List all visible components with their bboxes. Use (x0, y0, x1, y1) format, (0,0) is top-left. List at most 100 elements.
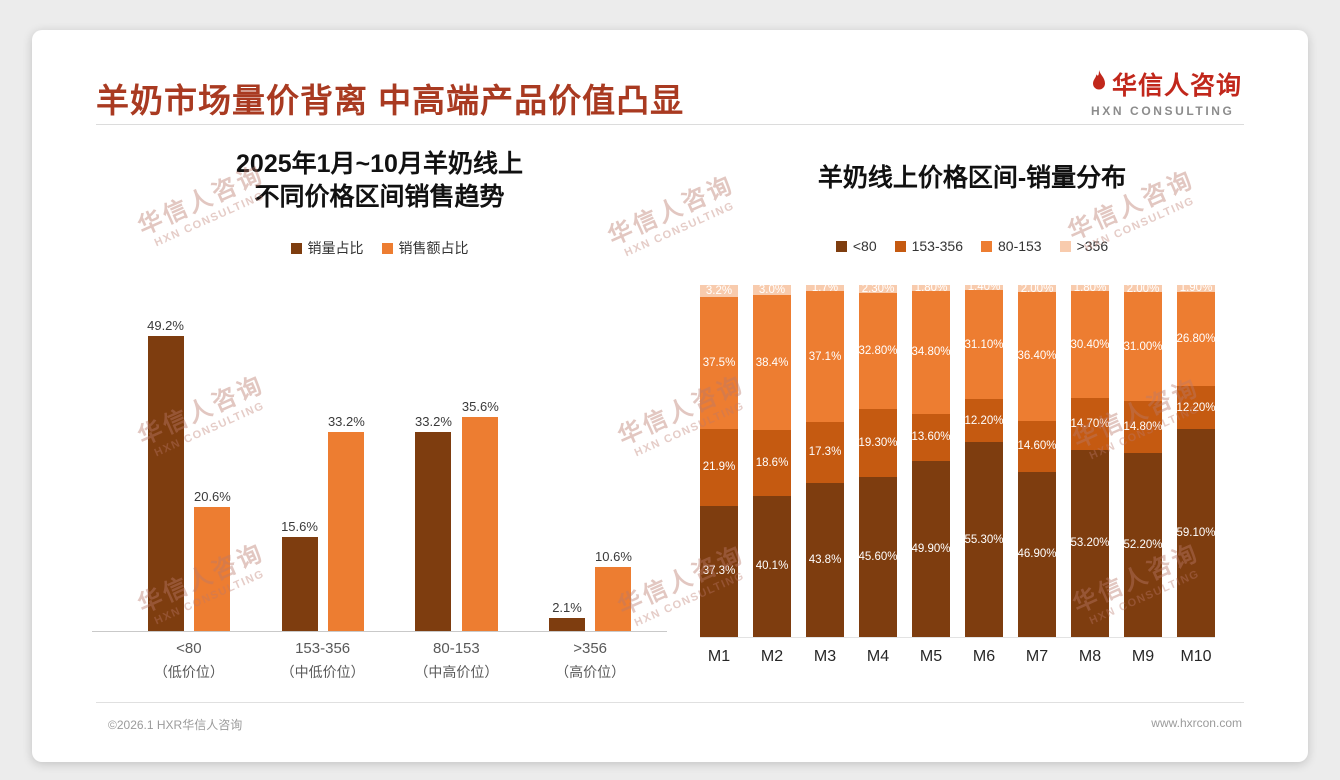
stacked-bar: 37.3% 21.9% 37.5% 3.2% (700, 285, 738, 637)
segment-value-label: 31.10% (964, 338, 1004, 351)
bar (281, 537, 318, 631)
segment-value-label: 3.2% (705, 285, 733, 298)
bar-value-label: 49.2% (147, 317, 184, 333)
bar-segment: 37.5% (700, 296, 738, 429)
logo-flame-icon (1091, 70, 1107, 98)
segment-value-label: 52.20% (1123, 539, 1163, 552)
left-chart-x-axis: <80 （低价位） 153-356 （中低价位） 80-153 （中高价位） >356 （高价… (92, 640, 667, 682)
x-axis-label: M1 (707, 648, 731, 665)
x-axis-label: M10 (1180, 648, 1212, 665)
legend-swatch (1059, 240, 1071, 252)
x-axis-label-range: 80-153 (433, 640, 480, 657)
legend-swatch (381, 242, 393, 254)
x-axis-label-tier: （高价位） (555, 664, 626, 680)
stacked-bar: 46.90% 14.60% 36.40% 2.00% (1017, 282, 1057, 637)
bar-segment: 3.0% (753, 284, 791, 296)
bar-segment: 14.60% (1017, 420, 1057, 472)
bar (462, 417, 499, 631)
legend-item: >356 (1059, 238, 1109, 254)
bar-segment: 32.80% (858, 293, 898, 409)
segment-value-label: 49.90% (911, 543, 951, 556)
bar-segment: 2.00% (1124, 282, 1162, 295)
bar-segment: 1.80% (1071, 281, 1109, 294)
legend-swatch (835, 240, 847, 252)
x-axis-label-range: >356 (573, 640, 608, 657)
legend-label: <80 (852, 238, 877, 254)
segment-value-label: 1.80% (914, 281, 948, 294)
x-axis-label-tier: （中低价位） (280, 664, 365, 680)
segment-value-label: 12.20% (964, 414, 1004, 427)
stacked-bar: 43.8% 17.3% 37.1% 1.7% (806, 282, 844, 637)
segment-value-label: 37.3% (702, 565, 736, 578)
x-axis-label: M7 (1025, 648, 1049, 665)
bar-with-label: 33.2% (415, 414, 452, 631)
segment-value-label: 1.7% (811, 282, 839, 295)
bar-segment: 1.80% (912, 281, 950, 294)
x-axis-label: 80-153 （中高价位） (404, 640, 508, 682)
bar (194, 507, 231, 631)
bar-segment: 13.60% (911, 413, 951, 462)
bar (549, 618, 586, 631)
segment-value-label: 2.30% (861, 283, 895, 296)
legend-label: 销量占比 (307, 240, 364, 256)
title-divider (96, 124, 1244, 125)
bar (415, 431, 452, 631)
x-axis-label: 153-356 （中低价位） (271, 640, 375, 682)
legend-label: 153-356 (911, 238, 963, 254)
x-axis-label: M9 (1131, 648, 1155, 665)
segment-value-label: 1.80% (1073, 281, 1107, 294)
bar-segment: 37.1% (806, 291, 844, 422)
segment-value-label: 37.1% (808, 350, 842, 363)
right-chart-legend: <80 153-356 80-153 >356 (687, 238, 1257, 254)
x-axis-label: <80 （低价位） (137, 640, 241, 682)
bar-group: 49.2% 20.6% (147, 318, 231, 631)
left-chart-title-line2: 不同价格区间销售趋势 (254, 183, 505, 211)
bar (147, 335, 184, 631)
right-chart-title: 羊奶线上价格区间-销量分布 (817, 164, 1127, 192)
x-axis-label: M4 (866, 648, 890, 665)
bar-segment: 49.90% (911, 461, 951, 637)
stacked-bar: 59.10% 12.20% 26.80% 1.90% (1176, 282, 1216, 637)
segment-value-label: 38.4% (755, 356, 789, 369)
bar-segment: 55.30% (964, 442, 1004, 637)
logo-en-text: HXN CONSULTING (1090, 104, 1235, 118)
x-axis-label: M8 (1078, 648, 1102, 665)
stacked-bar: 53.20% 14.70% 30.40% 1.80% (1070, 281, 1110, 637)
bar-segment: 46.90% (1017, 471, 1057, 637)
bar-value-label: 15.6% (281, 519, 318, 535)
segment-value-label: 30.40% (1070, 338, 1110, 351)
legend-item: 80-153 (981, 238, 1042, 254)
stacked-bar: 52.20% 14.80% 31.00% 2.00% (1123, 282, 1163, 637)
bar-with-label: 15.6% (281, 519, 318, 631)
segment-value-label: 13.60% (911, 431, 951, 444)
legend-item: <80 (835, 238, 877, 254)
slide-card: 羊奶市场量价背离 中高端产品价值凸显 华信人咨询 HXN CONSULTING … (32, 30, 1308, 762)
bar-segment: 12.20% (964, 399, 1004, 443)
left-chart-title-line1: 2025年1月~10月羊奶线上 (236, 150, 523, 178)
bar-segment: 1.40% (965, 281, 1003, 293)
bar-segment: 18.6% (753, 430, 791, 496)
right-chart-x-axis: M1 M2 M3 M4 M5 M6 M7 M8 M9 M10 (700, 648, 1215, 666)
left-chart-legend: 销量占比 销售额占比 (92, 238, 667, 258)
bar-value-label: 10.6% (595, 549, 632, 565)
bar-group: 15.6% 33.2% (281, 414, 365, 631)
bar-segment: 2.30% (859, 283, 897, 296)
segment-value-label: 14.80% (1123, 421, 1163, 434)
bar-with-label: 33.2% (328, 414, 365, 631)
segment-value-label: 2.00% (1020, 282, 1054, 295)
bar-segment: 45.60% (858, 476, 898, 637)
bar-segment: 12.20% (1176, 386, 1216, 429)
bar-segment: 26.80% (1176, 291, 1216, 387)
bar-value-label: 33.2% (327, 413, 365, 429)
bar-segment: 14.80% (1123, 401, 1163, 454)
bar-segment: 38.4% (753, 295, 791, 431)
bar-with-label: 20.6% (194, 489, 231, 631)
segment-value-label: 34.80% (911, 346, 951, 359)
segment-value-label: 14.60% (1017, 440, 1057, 453)
segment-value-label: 37.5% (702, 356, 736, 369)
bar (595, 567, 632, 631)
segment-value-label: 2.00% (1126, 282, 1160, 295)
segment-value-label: 1.90% (1179, 282, 1213, 295)
legend-label: >356 (1076, 238, 1109, 254)
bar-segment: 14.70% (1070, 398, 1110, 450)
